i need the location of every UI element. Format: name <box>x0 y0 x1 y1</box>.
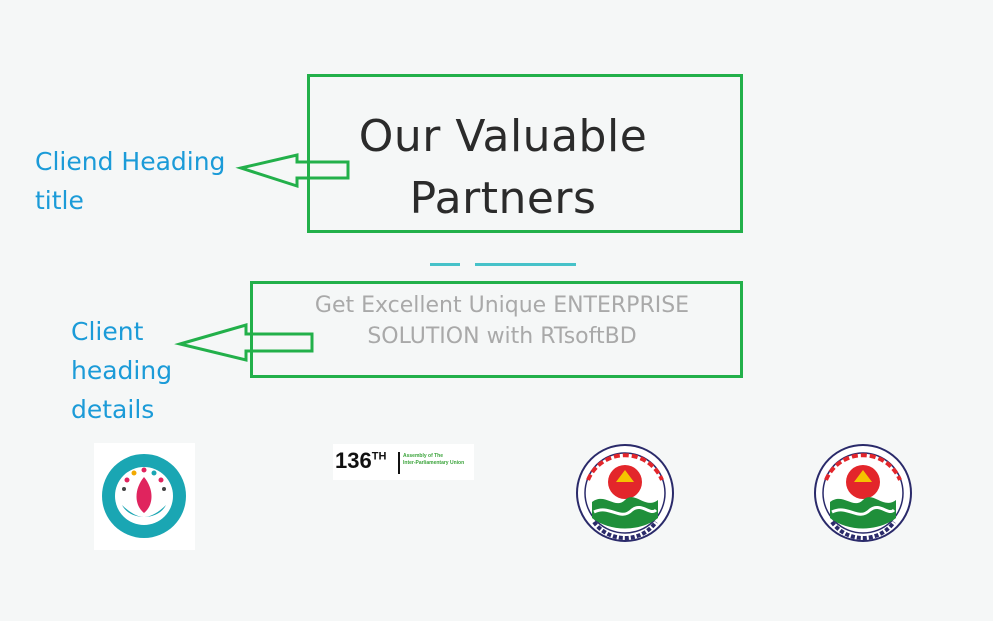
title-highlight-box <box>307 74 743 233</box>
details-annotation-line2: heading <box>71 356 173 385</box>
section-subtitle: Get Excellent Unique ENTERPRISE SOLUTION… <box>262 290 742 352</box>
details-annotation-line3: details <box>71 395 155 424</box>
assembly-136th-logo: 136TH Assembly of The Inter-Parliamentar… <box>333 444 474 480</box>
title-annotation-label: Cliend Heading title <box>35 142 225 220</box>
section-title-line2: Partners <box>409 173 597 224</box>
assembly-caption: Assembly of The Inter-Parliamentary Unio… <box>403 453 465 466</box>
section-title: Our Valuable Partners <box>320 106 686 230</box>
details-highlight-box <box>250 281 743 378</box>
details-arrow-icon <box>174 323 314 362</box>
barisal-city-corporation-logo-2 <box>808 440 918 546</box>
section-subtitle-line2: SOLUTION with RTsoftBD <box>367 324 637 349</box>
details-annotation-line1: Client <box>71 317 144 346</box>
ipu-assembly-logo <box>94 443 195 550</box>
assembly-divider-bar <box>398 452 400 474</box>
assembly-number: 136TH <box>335 448 387 473</box>
barisal-seal-icon <box>814 444 912 542</box>
details-annotation-label: Client heading details <box>71 312 172 429</box>
title-annotation-line1: Cliend Heading <box>35 147 226 176</box>
barisal-city-corporation-logo-1 <box>570 440 680 546</box>
section-subtitle-line1: Get Excellent Unique ENTERPRISE <box>314 293 690 318</box>
title-divider-short <box>430 263 460 266</box>
ipu-lotus-icon <box>102 454 186 538</box>
section-title-line1: Our Valuable <box>358 111 648 162</box>
title-annotation-line2: title <box>35 186 84 215</box>
barisal-seal-icon <box>576 444 674 542</box>
title-divider-long <box>475 263 576 266</box>
title-arrow-icon <box>235 153 350 189</box>
